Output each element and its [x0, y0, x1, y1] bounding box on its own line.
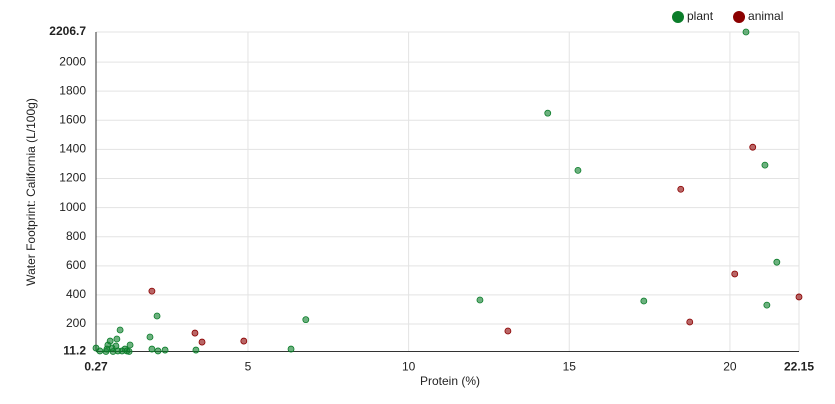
- x-tick-label: 5: [245, 360, 252, 374]
- point: [240, 337, 248, 345]
- point: [126, 341, 134, 349]
- point: [773, 258, 781, 266]
- point: [191, 329, 199, 337]
- point: [148, 345, 156, 353]
- point: [153, 312, 161, 320]
- y-tick-label: 1600: [59, 112, 86, 126]
- point: [544, 109, 552, 117]
- x-tick-label: 10: [402, 360, 416, 374]
- legend-item: animal: [733, 9, 783, 23]
- point: [287, 345, 295, 353]
- y-tick-label: 200: [66, 316, 86, 330]
- legend-label: plant: [687, 9, 714, 23]
- legend-swatch: [733, 11, 746, 23]
- point: [96, 347, 104, 355]
- y-tick-label: 1200: [59, 171, 86, 185]
- y-tick-label: 600: [66, 258, 86, 272]
- x-tick-label: 0.27: [84, 360, 108, 374]
- y-tick-label: 1400: [59, 142, 86, 156]
- point: [154, 347, 162, 355]
- y-tick-label: 1800: [59, 83, 86, 97]
- point: [161, 346, 169, 354]
- x-tick-label: 22.15: [784, 360, 814, 374]
- point: [686, 318, 694, 326]
- point: [146, 333, 154, 341]
- point: [102, 348, 110, 355]
- legend-item: plant: [672, 9, 714, 23]
- point: [476, 296, 484, 304]
- point: [761, 161, 769, 169]
- point: [116, 326, 124, 334]
- point: [198, 338, 206, 346]
- point: [677, 185, 685, 193]
- y-axis-title: Water Footprint: California (L/100g): [24, 98, 38, 286]
- y-tick-label: 2206.7: [49, 24, 86, 38]
- x-axis-title: Protein (%): [420, 374, 480, 388]
- point: [106, 337, 114, 345]
- point: [192, 346, 200, 354]
- point: [795, 293, 803, 301]
- point: [113, 335, 121, 343]
- x-tick-label: 20: [723, 360, 737, 374]
- point: [302, 316, 310, 324]
- point: [749, 143, 757, 151]
- point: [763, 301, 771, 309]
- y-tick-label: 2000: [59, 54, 86, 68]
- point: [148, 287, 156, 295]
- point: [125, 348, 133, 355]
- legend-label: animal: [748, 9, 783, 23]
- y-tick-label: 400: [66, 287, 86, 301]
- point: [731, 270, 739, 278]
- point: [504, 327, 512, 335]
- y-tick-label: 800: [66, 229, 86, 243]
- point: [742, 28, 750, 36]
- point: [640, 297, 648, 305]
- legend-swatch: [672, 11, 684, 23]
- y-tick-label: 1000: [59, 200, 86, 214]
- y-tick-label: 11.2: [63, 344, 86, 358]
- point: [574, 166, 582, 174]
- x-tick-label: 15: [563, 360, 577, 374]
